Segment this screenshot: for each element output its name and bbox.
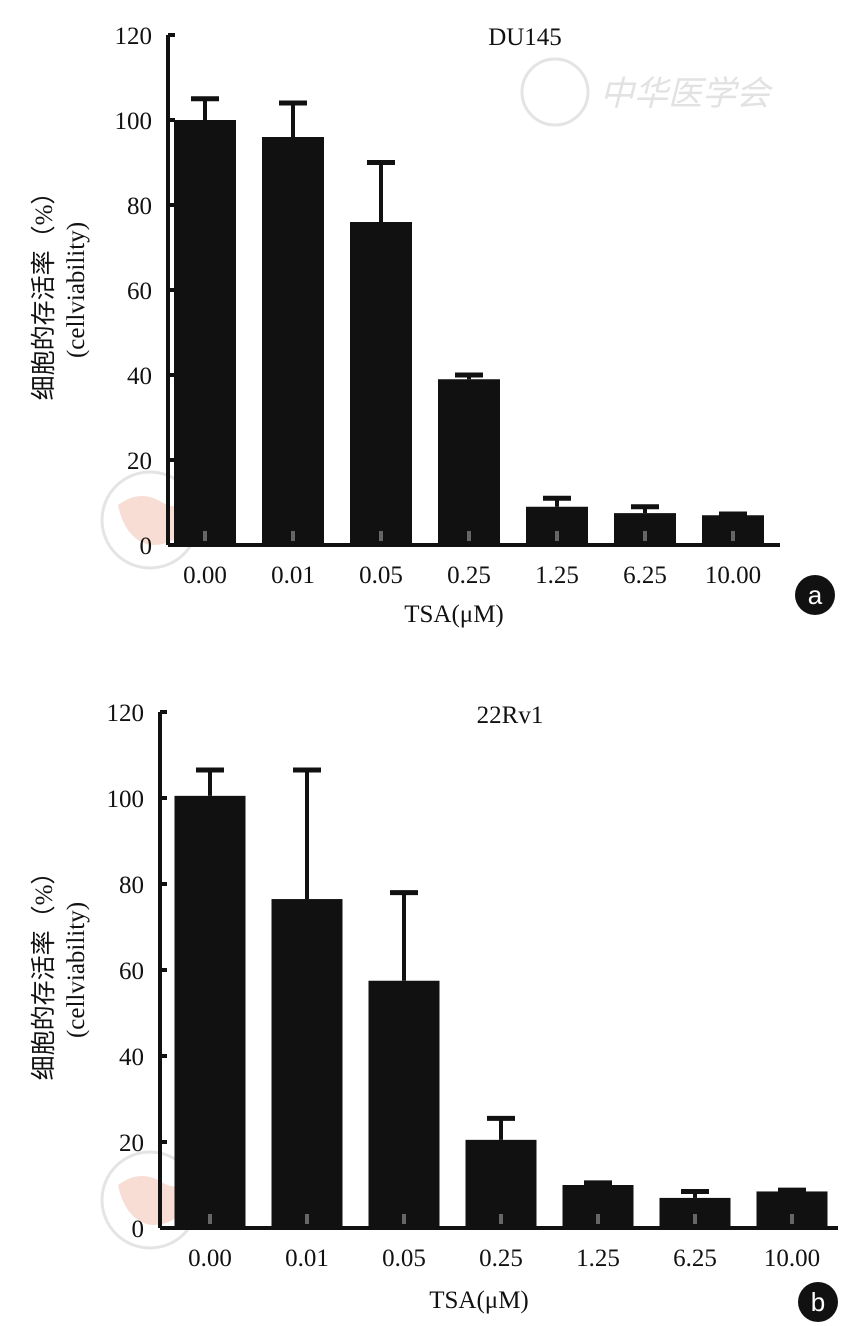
y-tick-label: 80 — [127, 193, 152, 220]
x-tick-mark — [499, 1214, 503, 1224]
x-tick-mark — [467, 531, 471, 541]
y-tick-label: 60 — [127, 278, 152, 305]
y-tick-label: 0 — [132, 1216, 145, 1243]
x-tick-mark — [379, 531, 383, 541]
bar — [465, 1139, 537, 1228]
bar — [174, 795, 246, 1228]
x-tick-label: 0.25 — [447, 562, 491, 589]
y-tick-label: 100 — [107, 786, 145, 813]
x-tick-mark — [203, 531, 207, 541]
bar — [271, 899, 343, 1228]
y-axis-label-en: (cellviability) — [63, 222, 90, 358]
y-tick-label: 60 — [119, 958, 144, 985]
bar — [368, 980, 440, 1228]
x-tick-mark — [402, 1214, 406, 1224]
x-tick-label: 6.25 — [673, 1245, 717, 1272]
x-axis-label: TSA(μM) — [429, 1287, 529, 1314]
x-tick-label: 0.01 — [271, 562, 315, 589]
watermark-seal-icon — [520, 57, 590, 127]
x-tick-mark — [693, 1214, 697, 1224]
panel-badge — [795, 575, 835, 615]
x-tick-label: 1.25 — [576, 1245, 620, 1272]
chart-title: 22Rv1 — [477, 702, 544, 729]
y-tick-label: 120 — [107, 700, 145, 727]
x-tick-label: 6.25 — [623, 562, 667, 589]
panel-badge-label: b — [811, 1287, 825, 1317]
bar — [262, 137, 324, 545]
watermark-logo: 中华医学会 — [520, 57, 774, 127]
bar — [350, 222, 412, 545]
x-tick-mark — [291, 531, 295, 541]
bar — [174, 120, 236, 545]
y-axis-label-en: (cellviability) — [63, 902, 90, 1038]
x-tick-mark — [731, 531, 735, 541]
y-tick-label: 100 — [115, 108, 153, 135]
x-tick-mark — [208, 1214, 212, 1224]
chart-panel-b: 0 20 40 60 80 100 120 0.00 0.01 0.05 0.25 1.25 6.25 1… — [30, 700, 838, 1322]
x-tick-label: 0.25 — [479, 1245, 523, 1272]
x-tick-label: 0.05 — [382, 1245, 426, 1272]
panel-badge-label: a — [808, 580, 823, 610]
y-tick-label: 20 — [119, 1130, 144, 1157]
watermark-text: 中华医学会 — [600, 76, 774, 113]
x-axis-label: TSA(μM) — [404, 601, 504, 628]
x-tick-label: 0.00 — [183, 562, 227, 589]
x-tick-label: 10.00 — [764, 1245, 820, 1272]
seal-map-icon — [118, 1176, 185, 1225]
chart-panel-a: 0 20 40 60 80 100 120 0.00 0.01 0.05 0.25 1.25 6.25 1… — [30, 23, 835, 628]
bar — [438, 379, 500, 545]
x-tick-mark — [305, 1214, 309, 1224]
y-tick-label: 80 — [119, 872, 144, 899]
x-tick-label: 0.05 — [359, 562, 403, 589]
x-tick-mark — [643, 531, 647, 541]
y-tick-label: 120 — [115, 23, 153, 50]
panel-badge — [798, 1282, 838, 1322]
x-tick-label: 0.01 — [285, 1245, 329, 1272]
chart-title: DU145 — [488, 24, 562, 51]
x-tick-label: 10.00 — [705, 562, 761, 589]
y-axis-label-cn: 细胞的存活率（%） — [30, 860, 58, 1081]
x-tick-mark — [790, 1214, 794, 1224]
x-tick-label: 0.00 — [188, 1245, 232, 1272]
y-tick-label: 20 — [127, 448, 152, 475]
y-tick-label: 40 — [119, 1044, 144, 1071]
x-tick-mark — [555, 531, 559, 541]
y-tick-label: 0 — [140, 533, 153, 560]
x-tick-label: 1.25 — [535, 562, 579, 589]
x-tick-mark — [596, 1214, 600, 1224]
y-axis-label-cn: 细胞的存活率（%） — [30, 180, 58, 401]
y-tick-label: 40 — [127, 363, 152, 390]
